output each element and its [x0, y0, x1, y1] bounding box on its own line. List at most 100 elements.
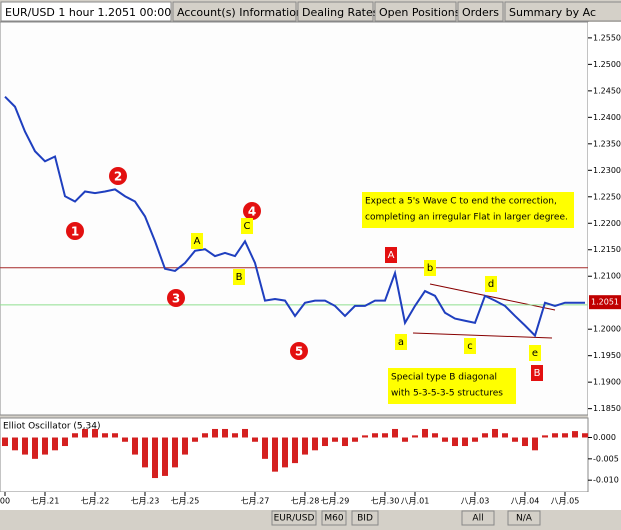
note-text: with 5-3-5-3-5 structures [391, 389, 503, 399]
osc-bar [402, 437, 408, 442]
x-tick-label: 八月.01 [401, 497, 430, 506]
letter-label: C [244, 221, 251, 232]
y-tick-label: -0.005 [593, 454, 619, 463]
osc-bar [372, 433, 378, 438]
tab-label: Dealing Rates [302, 6, 379, 19]
y-tick-label: 1.1950 [593, 351, 621, 360]
letter-label: c [467, 341, 473, 352]
osc-bar [102, 433, 108, 438]
toolbar-label: M60 [324, 514, 343, 524]
osc-bar [52, 437, 58, 451]
letter-label: B [534, 368, 541, 379]
osc-bar [262, 437, 268, 459]
letter-label: A [388, 250, 395, 261]
osc-bar [432, 433, 438, 438]
osc-bar [562, 433, 568, 438]
x-tick-label: 七月.22 [81, 497, 110, 506]
osc-bar [512, 437, 518, 442]
toolbar-button[interactable] [321, 510, 347, 526]
osc-title: Elliot Oscillator (5,34) [3, 422, 100, 432]
trend-line [429, 283, 556, 311]
wave-label: 1 [71, 225, 79, 239]
y-tick-label: 1.2100 [593, 272, 621, 281]
osc-bar [452, 437, 458, 447]
y-tick-label: 1.1850 [593, 404, 621, 413]
letter-box [241, 218, 253, 234]
tab-label: Account(s) Information [177, 6, 303, 19]
y-tick-label: 1.2250 [593, 192, 621, 201]
osc-bar [492, 428, 498, 438]
note-text: Expect a 5's Wave C to end the correctio… [365, 197, 557, 207]
x-tick-label: 七月.25 [171, 497, 200, 506]
trend-line [412, 332, 553, 339]
last-price: 1.2051 [591, 298, 619, 307]
osc-bar [152, 437, 158, 479]
toolbar-button[interactable] [271, 510, 317, 526]
y-tick-label: 1.2150 [593, 245, 621, 254]
letter-box [529, 345, 541, 361]
x-tick-label: 七月.29 [321, 497, 350, 506]
price-axis [588, 22, 621, 492]
tab[interactable] [172, 1, 297, 22]
osc-bar [232, 433, 238, 438]
osc-bar [302, 437, 308, 455]
tab[interactable] [297, 1, 374, 22]
osc-bar [32, 437, 38, 459]
tab-label: Summary by Ac [509, 6, 596, 19]
osc-bar [22, 437, 28, 455]
tab[interactable] [0, 1, 172, 22]
osc-bar [242, 428, 248, 438]
x-tick-label: 七月.30 [371, 497, 400, 506]
osc-bar [392, 428, 398, 438]
price-line [4, 95, 585, 338]
tab[interactable] [504, 1, 621, 22]
y-tick-label: 1.2300 [593, 166, 621, 175]
letter-label: B [236, 272, 243, 283]
toolbar-label: N/A [516, 514, 533, 524]
osc-bar [582, 433, 588, 438]
x-tick-label: 七月.28 [291, 497, 320, 506]
osc-bar [532, 437, 538, 451]
y-tick-label: 1.2500 [593, 60, 621, 69]
tab[interactable] [374, 1, 457, 22]
osc-bar [312, 437, 318, 451]
letter-label: A [194, 236, 201, 247]
wave-circle [290, 342, 308, 360]
y-tick-label: 1.2550 [593, 33, 621, 42]
letter-box [464, 338, 476, 354]
osc-bar [212, 428, 218, 438]
wave-circle [167, 289, 185, 307]
osc-bar [322, 437, 328, 447]
y-tick-label: 1.1900 [593, 378, 621, 387]
toolbar-button[interactable] [351, 510, 379, 526]
letter-box [191, 233, 203, 249]
toolbar-label: All [472, 514, 483, 524]
x-tick-label: 八月.03 [461, 497, 490, 506]
x-tick-label: 七月.23 [131, 497, 160, 506]
wave-label: 3 [172, 292, 180, 306]
osc-bar [472, 437, 478, 442]
osc-bar [12, 437, 18, 451]
letter-label: a [398, 337, 404, 348]
wave-circle [109, 167, 127, 185]
y-tick-label: -0.010 [593, 476, 619, 485]
osc-bar [572, 431, 578, 438]
letter-box [424, 260, 436, 276]
tab-label: EUR/USD 1 hour 1.2051 00:00:00 [5, 6, 189, 19]
osc-bar [142, 437, 148, 468]
toolbar-button[interactable] [461, 510, 495, 526]
osc-bar [412, 435, 418, 438]
letter-box [485, 276, 497, 292]
toolbar-button[interactable] [507, 510, 541, 526]
osc-bar [122, 437, 128, 442]
osc-bar [132, 437, 138, 455]
osc-bar [382, 433, 388, 438]
osc-bar [352, 437, 358, 442]
osc-bar [252, 437, 258, 442]
y-tick-label: 1.2400 [593, 113, 621, 122]
osc-bar [332, 437, 338, 442]
tab[interactable] [457, 1, 504, 22]
osc-bar [292, 437, 298, 464]
y-tick-label: 1.2350 [593, 139, 621, 148]
